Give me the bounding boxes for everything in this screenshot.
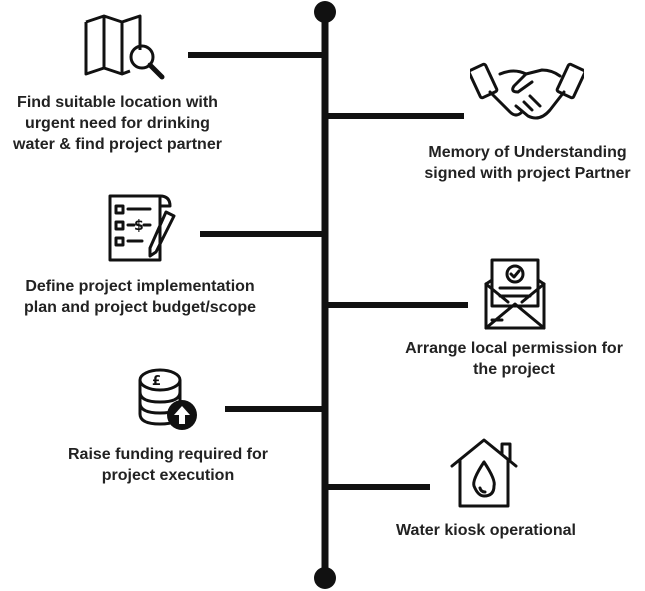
water-kiosk-icon <box>450 438 518 508</box>
coins-upload-icon: £ <box>138 368 197 430</box>
step-2-label: Memory of Understanding signed with proj… <box>424 144 631 182</box>
svg-text:$: $ <box>134 218 144 234</box>
handshake-icon <box>470 62 584 120</box>
timeline-end-dot <box>314 567 336 589</box>
map-search-icon <box>84 14 165 80</box>
step-5-label: Raise funding required for project execu… <box>67 446 268 484</box>
svg-text:£: £ <box>152 374 161 389</box>
step-4-label: Arrange local permission for the project <box>405 340 623 378</box>
approval-letter-icon <box>484 258 546 330</box>
budget-plan-icon: $ <box>108 194 176 262</box>
step-1-label: Find suitable location with urgent need … <box>13 94 222 153</box>
step-3-label: Define project implementation plan and p… <box>23 278 257 316</box>
step-6-label: Water kiosk operational <box>396 522 576 539</box>
timeline-start-dot <box>314 1 336 23</box>
